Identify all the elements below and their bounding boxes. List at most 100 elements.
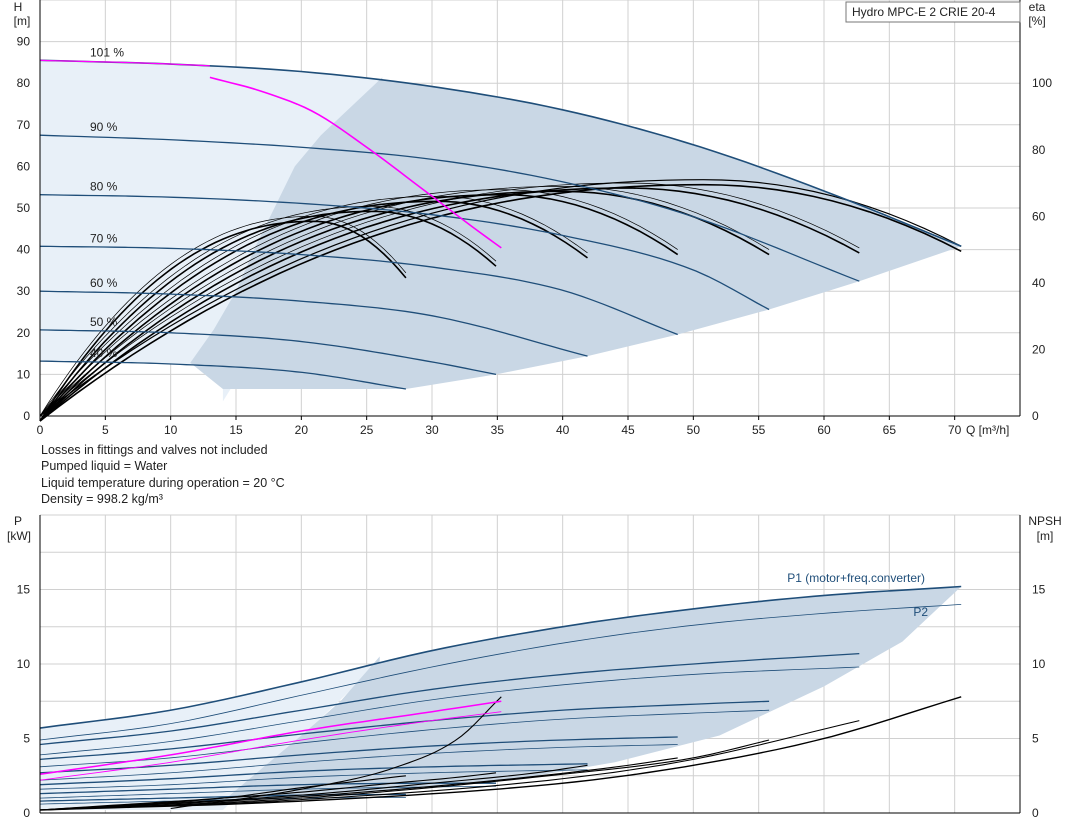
x-tick-label: 45	[621, 423, 635, 437]
speed-label: 80 %	[90, 180, 118, 194]
head-speed-curve	[39, 329, 497, 376]
efficiency-curve	[39, 196, 588, 417]
speed-label: 60 %	[90, 276, 118, 290]
y2-tick-label: 80	[1032, 143, 1046, 157]
note-density: Density = 998.2 kg/m³	[41, 492, 163, 506]
y-tick-label: 20	[17, 326, 31, 340]
y-tick-label: 0	[23, 409, 30, 423]
efficiency-curve-bold	[39, 210, 497, 422]
x-tick-label: 55	[752, 423, 766, 437]
note-temperature: Liquid temperature during operation = 20…	[41, 476, 285, 490]
x-tick-label: 50	[687, 423, 701, 437]
speed-label: 50 %	[90, 315, 118, 329]
npsh-axis-name: NPSH	[1028, 514, 1061, 528]
npsh-curve	[39, 739, 770, 811]
efficiency-curve	[39, 206, 497, 417]
product-label: Hydro MPC-E 2 CRIE 20-4	[852, 5, 996, 19]
p1-curve	[39, 585, 962, 729]
x-axis-name: Q [m³/h]	[966, 423, 1009, 437]
y-tick-label: 50	[17, 201, 31, 215]
product-label-box	[845, 1, 1021, 23]
efficiency-curve-bold	[39, 220, 407, 422]
p-axis-unit: [kW]	[7, 529, 31, 543]
x-tick-label: 25	[360, 423, 374, 437]
p1-curve	[39, 652, 860, 746]
npsh-curve	[39, 720, 860, 811]
npsh-tick-label: 5	[1032, 732, 1039, 746]
y-axis-name: H	[14, 0, 23, 14]
p1-curve	[39, 782, 496, 795]
x-tick-label: 40	[556, 423, 570, 437]
y2-tick-label: 40	[1032, 276, 1046, 290]
y-tick-label: 30	[17, 284, 31, 298]
p1-curve	[39, 700, 770, 761]
npsh-curve	[170, 696, 502, 810]
note-liquid: Pumped liquid = Water	[41, 459, 167, 473]
npsh-tick-label: 15	[1032, 583, 1046, 597]
y2-axis-name: eta	[1029, 0, 1046, 14]
p-axis-name: P	[14, 514, 22, 528]
p2-curve	[39, 769, 588, 790]
y2-tick-label: 60	[1032, 209, 1046, 223]
y-tick-label: 10	[17, 367, 31, 381]
head-speed-curve	[39, 134, 860, 282]
efficiency-curve-bold	[39, 200, 588, 422]
x-tick-label: 15	[229, 423, 243, 437]
x-tick-label: 30	[425, 423, 439, 437]
speed-label: 101 %	[90, 45, 124, 59]
p2-curve	[39, 666, 860, 756]
note-losses: Losses in fittings and valves not includ…	[41, 443, 268, 457]
x-tick-label: 60	[817, 423, 831, 437]
duty-p2-curve	[39, 711, 502, 781]
duty-curve-start	[39, 59, 210, 67]
npsh-curve	[39, 757, 678, 811]
npsh-tick-label: 10	[1032, 657, 1046, 671]
npsh-tick-label: 0	[1032, 806, 1039, 820]
x-tick-label: 65	[883, 423, 897, 437]
x-tick-label: 35	[491, 423, 505, 437]
p-tick-label: 15	[17, 583, 31, 597]
p2-curve	[39, 604, 962, 741]
y2-tick-label: 100	[1032, 76, 1052, 90]
y-tick-label: 80	[17, 76, 31, 90]
duty-p1-curve	[39, 700, 502, 776]
efficiency-curve-bold	[39, 183, 962, 422]
efficiency-curve-bold	[39, 190, 770, 422]
speed-label: 40 %	[90, 346, 118, 360]
head-speed-curve	[39, 194, 770, 311]
p1-curve	[39, 736, 678, 774]
head-operating-area	[190, 77, 962, 390]
x-tick-label: 70	[948, 423, 962, 437]
power-light-area	[40, 662, 380, 810]
y2-tick-label: 0	[1032, 409, 1039, 423]
p1-label: P1 (motor+freq.converter)	[787, 571, 925, 585]
p2-label: P2	[913, 605, 928, 619]
x-tick-label: 10	[164, 423, 178, 437]
y-tick-label: 40	[17, 243, 31, 257]
y-tick-label: 90	[17, 35, 31, 49]
efficiency-curve-bold	[39, 187, 860, 422]
head-panel: 101 % 90 % 80 % 70 % 60 % 50 % 40 % 0 5 10 15 20 25 3…	[14, 0, 1052, 437]
y-tick-label: 70	[17, 118, 31, 132]
p1-curve	[39, 763, 588, 786]
x-tick-label: 20	[295, 423, 309, 437]
x-tick-label: 0	[37, 423, 44, 437]
npsh-curve	[39, 775, 406, 811]
head-speed-curve	[39, 245, 678, 336]
duty-curve	[209, 76, 502, 249]
head-speed-curve	[39, 290, 588, 357]
p-tick-label: 0	[23, 806, 30, 820]
power-panel: 0 5 10 15 0 5 10 15 P[kW] NPSH[m] P1 (motor+freq.c…	[7, 514, 1062, 820]
y2-tick-label: 20	[1032, 342, 1046, 356]
speed-label: 90 %	[90, 120, 118, 134]
speed-label: 70 %	[90, 231, 118, 245]
p-tick-label: 5	[23, 732, 30, 746]
y2-axis-unit: [%]	[1028, 14, 1045, 28]
efficiency-curve	[39, 179, 962, 417]
y-tick-label: 60	[17, 159, 31, 173]
p2-curve	[39, 709, 770, 768]
head-speed-curve	[39, 360, 407, 390]
x-tick-label: 5	[102, 423, 109, 437]
